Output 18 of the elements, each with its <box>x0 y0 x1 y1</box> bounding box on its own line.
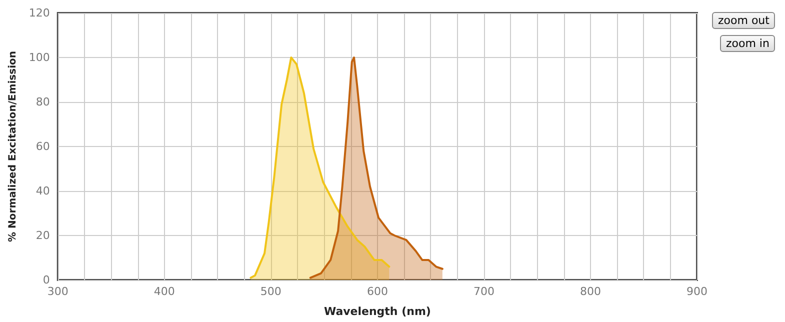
y-tick-label: 40 <box>36 184 50 198</box>
y-axis-title: % Normalized Excitation/Emission <box>8 51 18 242</box>
y-tick-label: 20 <box>36 229 50 242</box>
y-tick-label: 80 <box>36 96 50 108</box>
y-tick-label: 120 <box>28 6 50 20</box>
y-tick-label: 60 <box>36 140 50 153</box>
x-tick-label: 500 <box>260 285 282 298</box>
x-tick-label: 700 <box>473 285 494 298</box>
x-tick-label: 900 <box>686 285 708 298</box>
x-tick-label: 300 <box>47 285 68 298</box>
text: zoom in <box>720 35 776 52</box>
y-tick-label: 0 <box>42 274 50 286</box>
text: zoom out <box>712 12 776 29</box>
x-tick-label: 400 <box>154 285 175 298</box>
x-tick-label: 800 <box>580 285 601 298</box>
x-axis-title: Wavelength (nm) <box>324 305 431 318</box>
y-tick-label: 100 <box>28 51 50 64</box>
x-tick-label: 600 <box>366 285 388 298</box>
